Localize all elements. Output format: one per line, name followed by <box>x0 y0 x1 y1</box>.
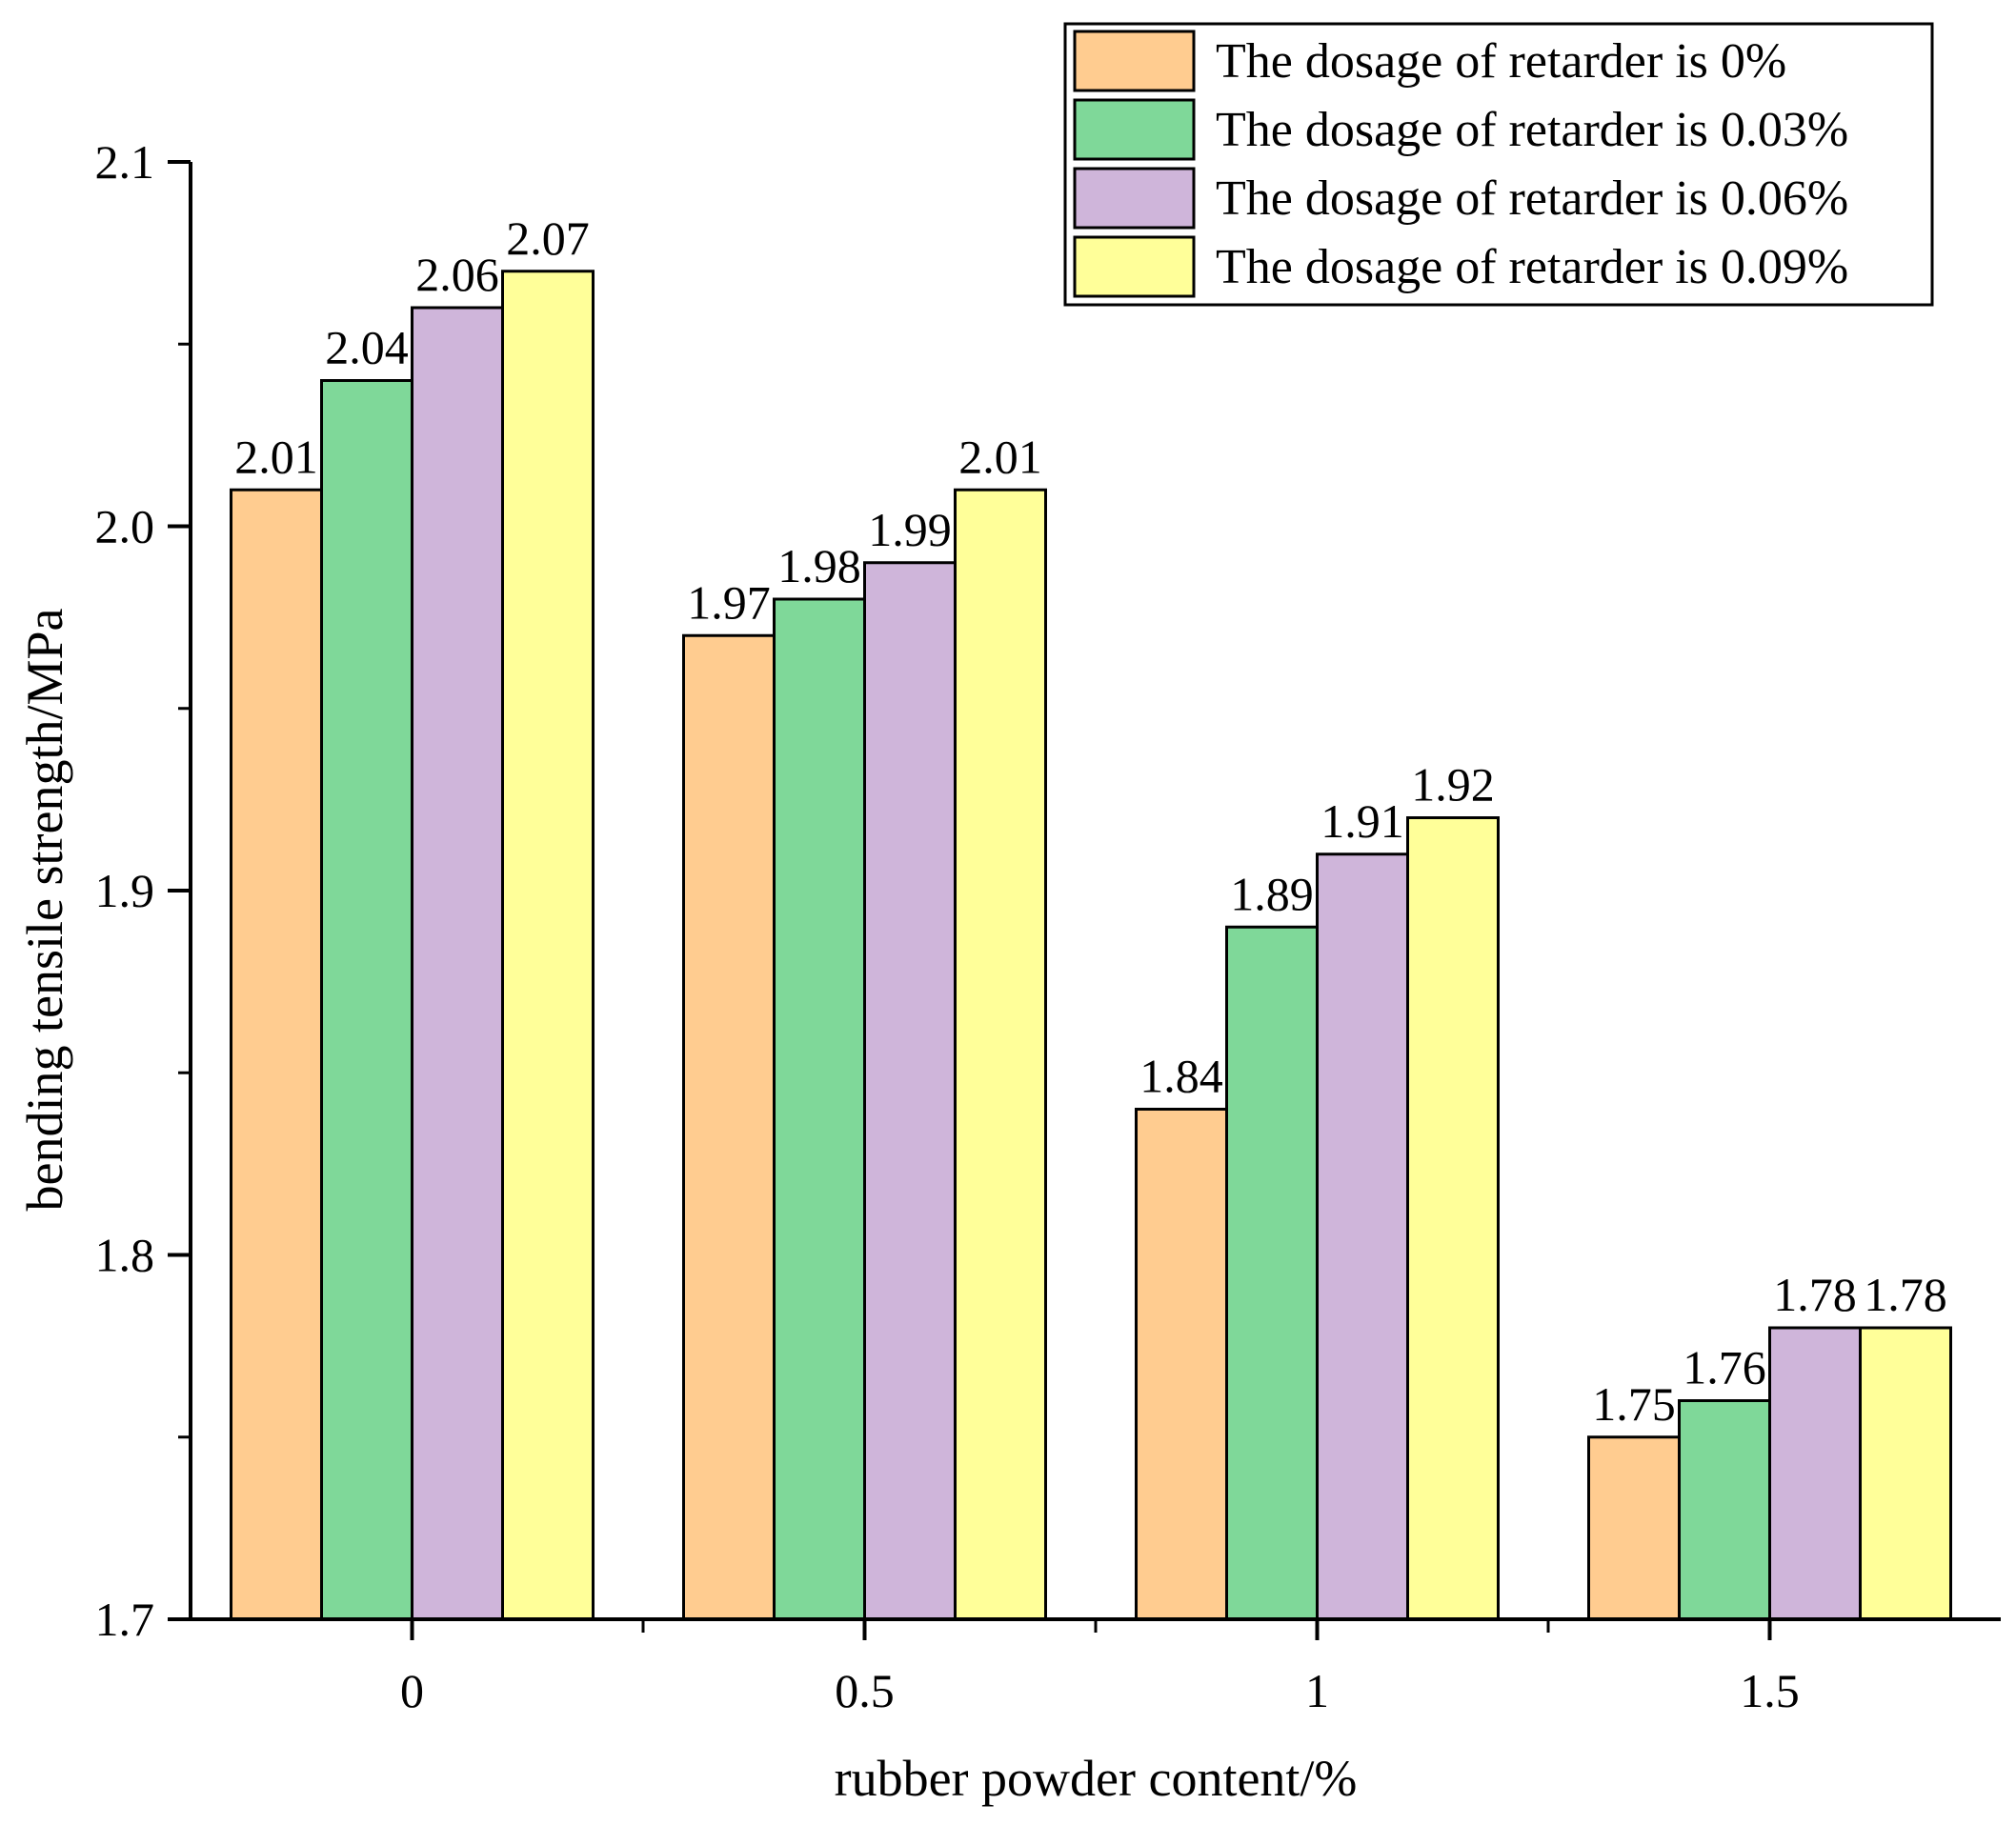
bar-label-series-0-cat-1: 1.97 <box>687 575 771 629</box>
bar-label-series-3-cat-0: 2.07 <box>506 211 590 265</box>
bar-series-0-cat-0 <box>230 488 323 1621</box>
bar-series-1-cat-3 <box>1678 1399 1771 1621</box>
bar-label-series-1-cat-2: 1.89 <box>1230 867 1314 920</box>
legend-label-1: The dosage of retarder is 0.03% <box>1216 103 1848 157</box>
ticks-layer: 1.7 1.8 1.9 2.0 2.1 0 0.5 1 1.5 <box>95 135 1800 1717</box>
bar-label-series-2-cat-0: 2.06 <box>415 248 499 301</box>
bar-labels-layer: 2.012.042.062.071.971.981.992.011.841.89… <box>234 211 1947 1431</box>
bar-label-series-2-cat-1: 1.99 <box>868 503 952 556</box>
legend: The dosage of retarder is 0% The dosage o… <box>1063 22 1934 307</box>
bar-series-3-cat-0 <box>501 270 595 1621</box>
bar-series-0-cat-2 <box>1135 1108 1228 1621</box>
bar-series-0-cat-3 <box>1587 1435 1681 1621</box>
bars-layer <box>230 270 1952 1621</box>
legend-label-0: The dosage of retarder is 0% <box>1216 34 1786 89</box>
x-tick-label-3: 1.5 <box>1740 1664 1800 1717</box>
x-tick-label-2: 1 <box>1305 1664 1329 1717</box>
y-tick-label-2: 1.9 <box>95 864 155 917</box>
y-axis-title: bending tensile strength/MPa <box>16 609 73 1212</box>
legend-frame <box>1063 22 1934 307</box>
bar-series-3-cat-3 <box>1859 1326 1952 1621</box>
bar-label-series-1-cat-1: 1.98 <box>777 539 861 592</box>
bar-label-series-3-cat-3: 1.78 <box>1864 1268 1947 1321</box>
x-tick-label-0: 0 <box>400 1664 424 1717</box>
bar-series-2-cat-1 <box>863 561 957 1621</box>
bar-label-series-1-cat-3: 1.76 <box>1683 1341 1766 1394</box>
bar-label-series-2-cat-3: 1.78 <box>1773 1268 1857 1321</box>
x-tick-label-1: 0.5 <box>835 1664 895 1717</box>
bar-label-series-1-cat-0: 2.04 <box>325 321 409 374</box>
bar-series-0-cat-1 <box>682 633 776 1621</box>
legend-swatch-3 <box>1073 235 1196 298</box>
y-tick-label-3: 2.0 <box>95 500 155 553</box>
bar-label-series-3-cat-2: 1.92 <box>1411 758 1495 812</box>
bar-series-3-cat-2 <box>1406 816 1500 1621</box>
bar-label-series-0-cat-3: 1.75 <box>1592 1377 1676 1431</box>
bar-series-2-cat-0 <box>411 306 504 1621</box>
bar-series-2-cat-2 <box>1316 852 1409 1621</box>
legend-swatch-0 <box>1073 30 1196 92</box>
bar-label-series-2-cat-2: 1.91 <box>1320 794 1404 848</box>
bar-label-series-3-cat-1: 2.01 <box>958 430 1042 483</box>
bar-series-3-cat-1 <box>954 488 1047 1621</box>
y-tick-label-0: 1.7 <box>95 1593 155 1646</box>
legend-label-3: The dosage of retarder is 0.09% <box>1216 240 1848 294</box>
bar-series-1-cat-2 <box>1225 925 1319 1621</box>
bar-series-1-cat-0 <box>320 379 413 1621</box>
legend-swatch-2 <box>1073 167 1196 230</box>
bar-label-series-0-cat-2: 1.84 <box>1139 1050 1223 1103</box>
y-tick-label-4: 2.1 <box>95 135 155 189</box>
legend-label-2: The dosage of retarder is 0.06% <box>1216 171 1848 226</box>
bar-series-2-cat-3 <box>1768 1326 1862 1621</box>
y-tick-label-1: 1.8 <box>95 1229 155 1282</box>
bar-series-1-cat-1 <box>773 597 866 1621</box>
x-axis-title: rubber powder content/% <box>835 1750 1358 1807</box>
legend-swatch-1 <box>1073 98 1196 161</box>
bar-label-series-0-cat-0: 2.01 <box>234 430 318 483</box>
